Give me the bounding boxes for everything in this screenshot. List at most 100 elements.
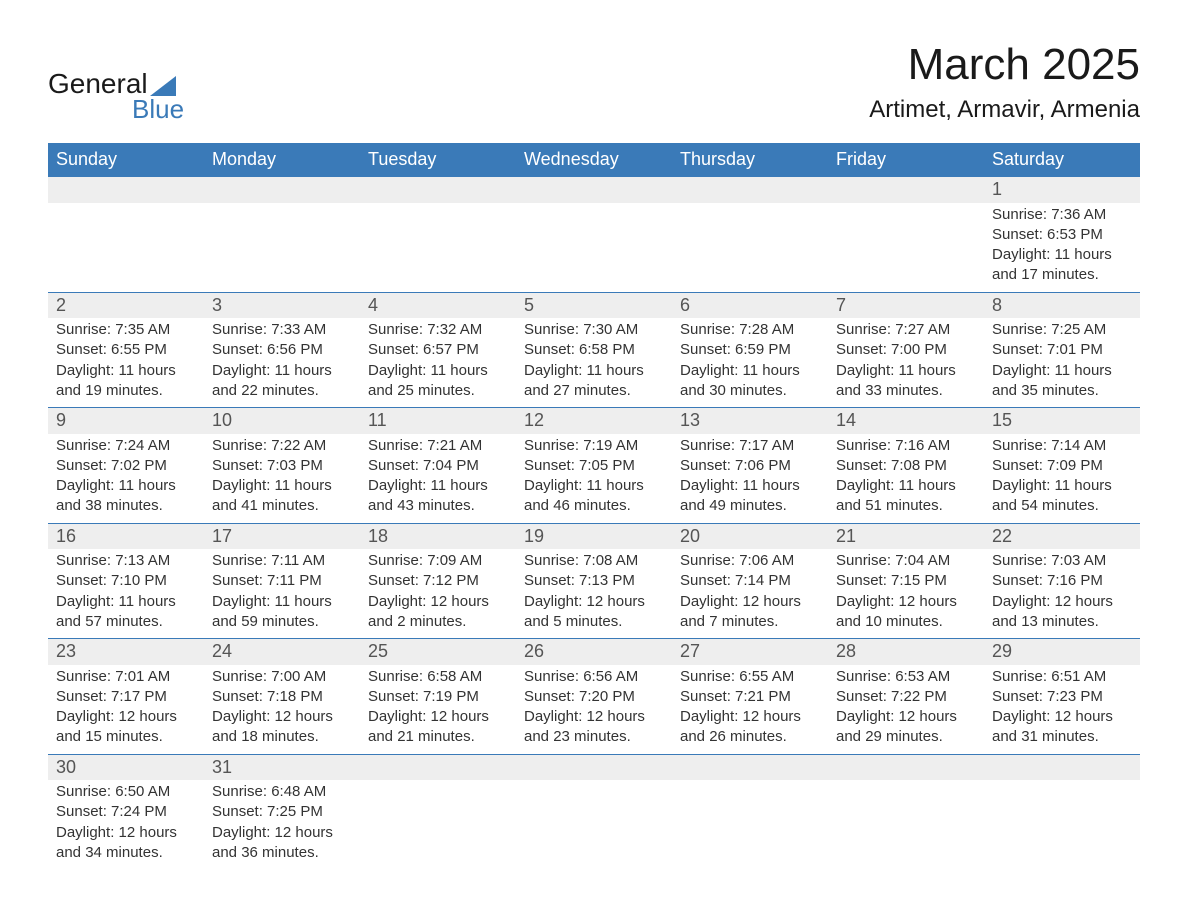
day-data-cell — [672, 780, 828, 869]
sunrise-line: Sunrise: 6:50 AM — [56, 782, 196, 802]
logo: General Blue — [48, 40, 184, 125]
day-data-cell — [204, 203, 360, 293]
day-data-row: Sunrise: 7:13 AMSunset: 7:10 PMDaylight:… — [48, 549, 1140, 639]
sunrise-line: Sunrise: 6:58 AM — [368, 667, 508, 687]
day-data-cell — [984, 780, 1140, 869]
day-data-cell: Sunrise: 6:53 AMSunset: 7:22 PMDaylight:… — [828, 665, 984, 755]
day-data-cell: Sunrise: 7:06 AMSunset: 7:14 PMDaylight:… — [672, 549, 828, 639]
daylight-line: Daylight: 12 hours and 13 minutes. — [992, 592, 1132, 633]
location-subtitle: Artimet, Armavir, Armenia — [869, 96, 1140, 124]
daylight-line: Daylight: 11 hours and 46 minutes. — [524, 476, 664, 517]
daylight-line: Daylight: 12 hours and 21 minutes. — [368, 707, 508, 748]
sunset-line: Sunset: 7:09 PM — [992, 456, 1132, 476]
sunset-line: Sunset: 7:20 PM — [524, 687, 664, 707]
sunrise-line: Sunrise: 7:14 AM — [992, 436, 1132, 456]
day-number-cell: 1 — [984, 177, 1140, 203]
day-number-cell — [672, 177, 828, 203]
day-data-cell: Sunrise: 7:00 AMSunset: 7:18 PMDaylight:… — [204, 665, 360, 755]
sunrise-line: Sunrise: 7:01 AM — [56, 667, 196, 687]
daylight-line: Daylight: 11 hours and 30 minutes. — [680, 361, 820, 402]
day-number-cell: 13 — [672, 408, 828, 434]
sunrise-line: Sunrise: 6:48 AM — [212, 782, 352, 802]
day-data-cell: Sunrise: 7:30 AMSunset: 6:58 PMDaylight:… — [516, 318, 672, 408]
day-number-cell: 16 — [48, 523, 204, 549]
day-data-cell: Sunrise: 6:50 AMSunset: 7:24 PMDaylight:… — [48, 780, 204, 869]
day-data-cell — [360, 780, 516, 869]
day-data-cell: Sunrise: 7:01 AMSunset: 7:17 PMDaylight:… — [48, 665, 204, 755]
calendar-table: SundayMondayTuesdayWednesdayThursdayFrid… — [48, 143, 1140, 869]
sunrise-line: Sunrise: 7:06 AM — [680, 551, 820, 571]
sunrise-line: Sunrise: 7:03 AM — [992, 551, 1132, 571]
sunrise-line: Sunrise: 7:24 AM — [56, 436, 196, 456]
day-number-cell — [516, 177, 672, 203]
day-number-cell: 12 — [516, 408, 672, 434]
day-data-cell: Sunrise: 7:24 AMSunset: 7:02 PMDaylight:… — [48, 434, 204, 524]
sunrise-line: Sunrise: 7:22 AM — [212, 436, 352, 456]
sunset-line: Sunset: 7:04 PM — [368, 456, 508, 476]
weekday-header: Sunday — [48, 143, 204, 177]
day-data-row: Sunrise: 7:36 AMSunset: 6:53 PMDaylight:… — [48, 203, 1140, 293]
daylight-line: Daylight: 11 hours and 17 minutes. — [992, 245, 1132, 286]
day-number-cell — [984, 754, 1140, 780]
day-data-cell: Sunrise: 7:19 AMSunset: 7:05 PMDaylight:… — [516, 434, 672, 524]
title-block: March 2025 Artimet, Armavir, Armenia — [869, 40, 1140, 124]
day-data-cell — [48, 203, 204, 293]
day-number-cell: 14 — [828, 408, 984, 434]
day-data-cell: Sunrise: 7:08 AMSunset: 7:13 PMDaylight:… — [516, 549, 672, 639]
day-number-row: 2345678 — [48, 292, 1140, 318]
day-number-cell: 4 — [360, 292, 516, 318]
daylight-line: Daylight: 12 hours and 10 minutes. — [836, 592, 976, 633]
sunset-line: Sunset: 7:22 PM — [836, 687, 976, 707]
daylight-line: Daylight: 11 hours and 27 minutes. — [524, 361, 664, 402]
sunrise-line: Sunrise: 7:36 AM — [992, 205, 1132, 225]
sunrise-line: Sunrise: 6:56 AM — [524, 667, 664, 687]
daylight-line: Daylight: 12 hours and 26 minutes. — [680, 707, 820, 748]
sunrise-line: Sunrise: 7:00 AM — [212, 667, 352, 687]
daylight-line: Daylight: 11 hours and 19 minutes. — [56, 361, 196, 402]
sunrise-line: Sunrise: 7:13 AM — [56, 551, 196, 571]
sunset-line: Sunset: 6:57 PM — [368, 340, 508, 360]
day-data-row: Sunrise: 7:24 AMSunset: 7:02 PMDaylight:… — [48, 434, 1140, 524]
day-number-cell: 18 — [360, 523, 516, 549]
daylight-line: Daylight: 12 hours and 34 minutes. — [56, 823, 196, 864]
day-number-cell: 6 — [672, 292, 828, 318]
day-data-cell: Sunrise: 7:22 AMSunset: 7:03 PMDaylight:… — [204, 434, 360, 524]
page-header: General Blue March 2025 Artimet, Armavir… — [48, 40, 1140, 125]
sunrise-line: Sunrise: 7:08 AM — [524, 551, 664, 571]
weekday-header: Friday — [828, 143, 984, 177]
day-data-cell: Sunrise: 6:58 AMSunset: 7:19 PMDaylight:… — [360, 665, 516, 755]
day-number-cell: 15 — [984, 408, 1140, 434]
sunrise-line: Sunrise: 6:53 AM — [836, 667, 976, 687]
day-number-cell: 3 — [204, 292, 360, 318]
day-number-cell: 25 — [360, 639, 516, 665]
daylight-line: Daylight: 11 hours and 25 minutes. — [368, 361, 508, 402]
day-data-cell — [360, 203, 516, 293]
sunrise-line: Sunrise: 7:04 AM — [836, 551, 976, 571]
day-data-cell: Sunrise: 7:21 AMSunset: 7:04 PMDaylight:… — [360, 434, 516, 524]
daylight-line: Daylight: 12 hours and 29 minutes. — [836, 707, 976, 748]
sunrise-line: Sunrise: 7:11 AM — [212, 551, 352, 571]
sunset-line: Sunset: 6:53 PM — [992, 225, 1132, 245]
day-number-cell: 24 — [204, 639, 360, 665]
day-data-cell — [516, 203, 672, 293]
day-data-cell: Sunrise: 7:32 AMSunset: 6:57 PMDaylight:… — [360, 318, 516, 408]
day-data-row: Sunrise: 7:01 AMSunset: 7:17 PMDaylight:… — [48, 665, 1140, 755]
day-number-cell: 31 — [204, 754, 360, 780]
logo-text-blue: Blue — [132, 94, 184, 125]
daylight-line: Daylight: 11 hours and 35 minutes. — [992, 361, 1132, 402]
daylight-line: Daylight: 12 hours and 2 minutes. — [368, 592, 508, 633]
day-data-cell: Sunrise: 7:16 AMSunset: 7:08 PMDaylight:… — [828, 434, 984, 524]
daylight-line: Daylight: 12 hours and 36 minutes. — [212, 823, 352, 864]
calendar-header-row: SundayMondayTuesdayWednesdayThursdayFrid… — [48, 143, 1140, 177]
day-number-cell: 28 — [828, 639, 984, 665]
daylight-line: Daylight: 11 hours and 49 minutes. — [680, 476, 820, 517]
day-number-cell — [828, 754, 984, 780]
sunset-line: Sunset: 7:11 PM — [212, 571, 352, 591]
day-data-cell: Sunrise: 6:55 AMSunset: 7:21 PMDaylight:… — [672, 665, 828, 755]
day-data-cell: Sunrise: 7:35 AMSunset: 6:55 PMDaylight:… — [48, 318, 204, 408]
day-data-cell: Sunrise: 7:03 AMSunset: 7:16 PMDaylight:… — [984, 549, 1140, 639]
day-data-row: Sunrise: 7:35 AMSunset: 6:55 PMDaylight:… — [48, 318, 1140, 408]
day-data-cell: Sunrise: 7:17 AMSunset: 7:06 PMDaylight:… — [672, 434, 828, 524]
day-number-row: 23242526272829 — [48, 639, 1140, 665]
sunset-line: Sunset: 7:00 PM — [836, 340, 976, 360]
